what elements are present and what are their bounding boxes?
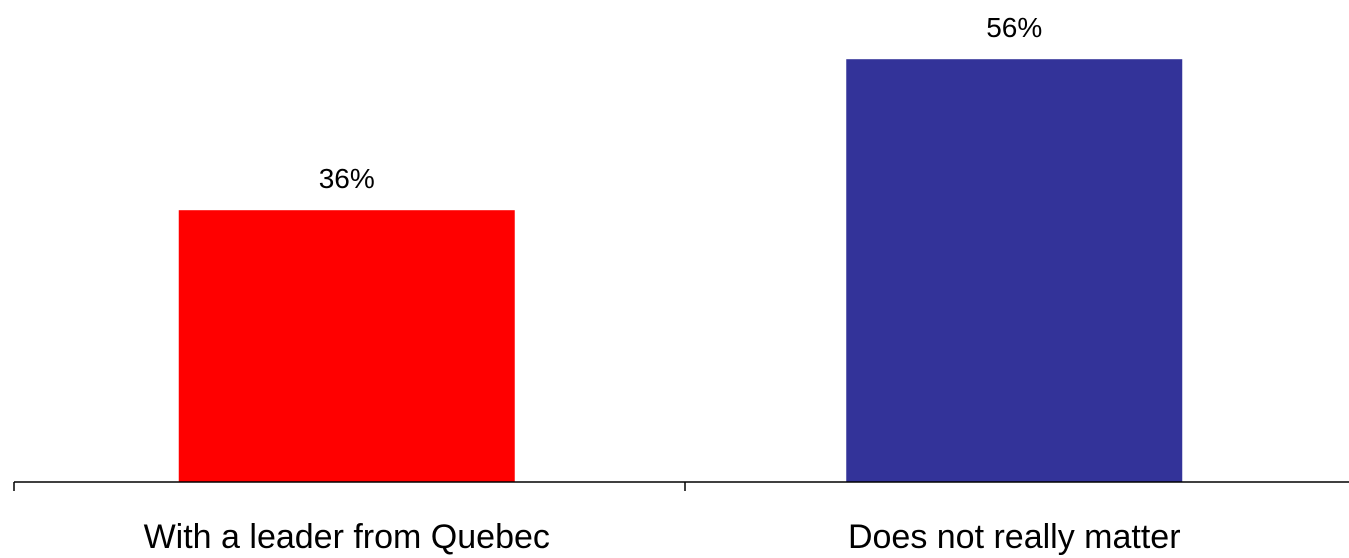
category-labels-layer: With a leader from Quebec Does not really…	[144, 518, 1181, 556]
x-axis	[13, 481, 1349, 491]
bars-layer	[178, 59, 1183, 482]
value-labels-layer: 36% 56%	[319, 12, 1043, 194]
data-label-0: 36%	[319, 163, 375, 194]
category-label-0: With a leader from Quebec	[144, 518, 550, 556]
data-label-1: 56%	[986, 12, 1042, 43]
category-label-1: Does not really matter	[848, 518, 1181, 556]
bar-1	[846, 59, 1183, 482]
bar-0	[178, 210, 515, 482]
